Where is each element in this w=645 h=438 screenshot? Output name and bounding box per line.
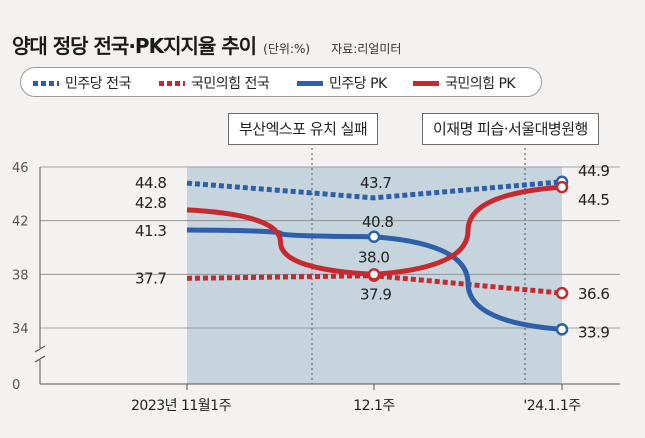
value-label-dem-pk: 40.8 — [362, 213, 393, 231]
y-axis-break-mark — [34, 345, 46, 363]
x-category-label: '24.1.1주 — [523, 398, 581, 414]
y-tick-label: 34 — [12, 322, 29, 337]
data-point-dem-pk — [555, 323, 569, 336]
value-label-dem-national: 43.7 — [360, 174, 391, 192]
legend-item-ppp-pk: 국민의힘 PK — [445, 76, 516, 92]
legend-swatch-ppp-national — [159, 81, 185, 86]
x-category-label: 12.1주 — [353, 398, 395, 414]
y-tick-label: 46 — [12, 161, 29, 176]
value-label-ppp-pk: 38.0 — [358, 248, 389, 266]
annotation-expo-failure: 부산엑스포 유치 실패 — [228, 113, 379, 145]
legend: 민주당 전국 국민의힘 전국 민주당 PK 국민의힘 PK — [20, 67, 542, 97]
legend-swatch-ppp-pk — [413, 81, 439, 86]
value-label-ppp-national: 37.7 — [135, 269, 166, 287]
annotation-lee-attack: 이재명 피습·서울대병원행 — [422, 113, 599, 145]
legend-swatch-dem-national — [33, 81, 59, 86]
legend-item-ppp-national: 국민의힘 전국 — [191, 76, 270, 92]
y-tick-label: 42 — [12, 215, 29, 230]
legend-item-dem-national: 민주당 전국 — [65, 76, 131, 92]
value-label-ppp-national: 37.9 — [360, 286, 391, 304]
source-label: 자료:리얼미터 — [331, 42, 402, 56]
value-label-dem-pk: 33.9 — [578, 323, 609, 341]
unit-label: (단위:%) — [263, 42, 311, 56]
y-tick-label: 0 — [12, 378, 20, 393]
value-label-dem-national: 44.8 — [135, 174, 166, 192]
data-point-ppp-pk — [555, 180, 569, 194]
value-label-ppp-pk: 44.5 — [578, 191, 609, 209]
value-label-ppp-national: 36.6 — [578, 285, 609, 303]
value-label-ppp-pk: 42.8 — [135, 194, 166, 212]
value-label-dem-pk: 41.3 — [135, 222, 166, 240]
legend-swatch-dem-pk — [297, 81, 323, 86]
value-label-dem-national: 44.9 — [578, 162, 609, 180]
x-category-label: 2023년 11월1주 — [131, 398, 232, 414]
chart-header: 양대 정당 전국·PK지지율 추이 (단위:%) 자료:리얼미터 — [12, 30, 401, 59]
legend-item-dem-pk: 민주당 PK — [329, 76, 387, 92]
data-point-ppp-pk — [367, 268, 381, 281]
chart-title: 양대 정당 전국·PK지지율 추이 — [12, 34, 257, 58]
series-line-dem-national — [186, 179, 563, 201]
y-tick-label: 38 — [12, 268, 29, 283]
data-point-dem-pk — [367, 230, 381, 244]
data-point-ppp-national — [555, 286, 569, 300]
